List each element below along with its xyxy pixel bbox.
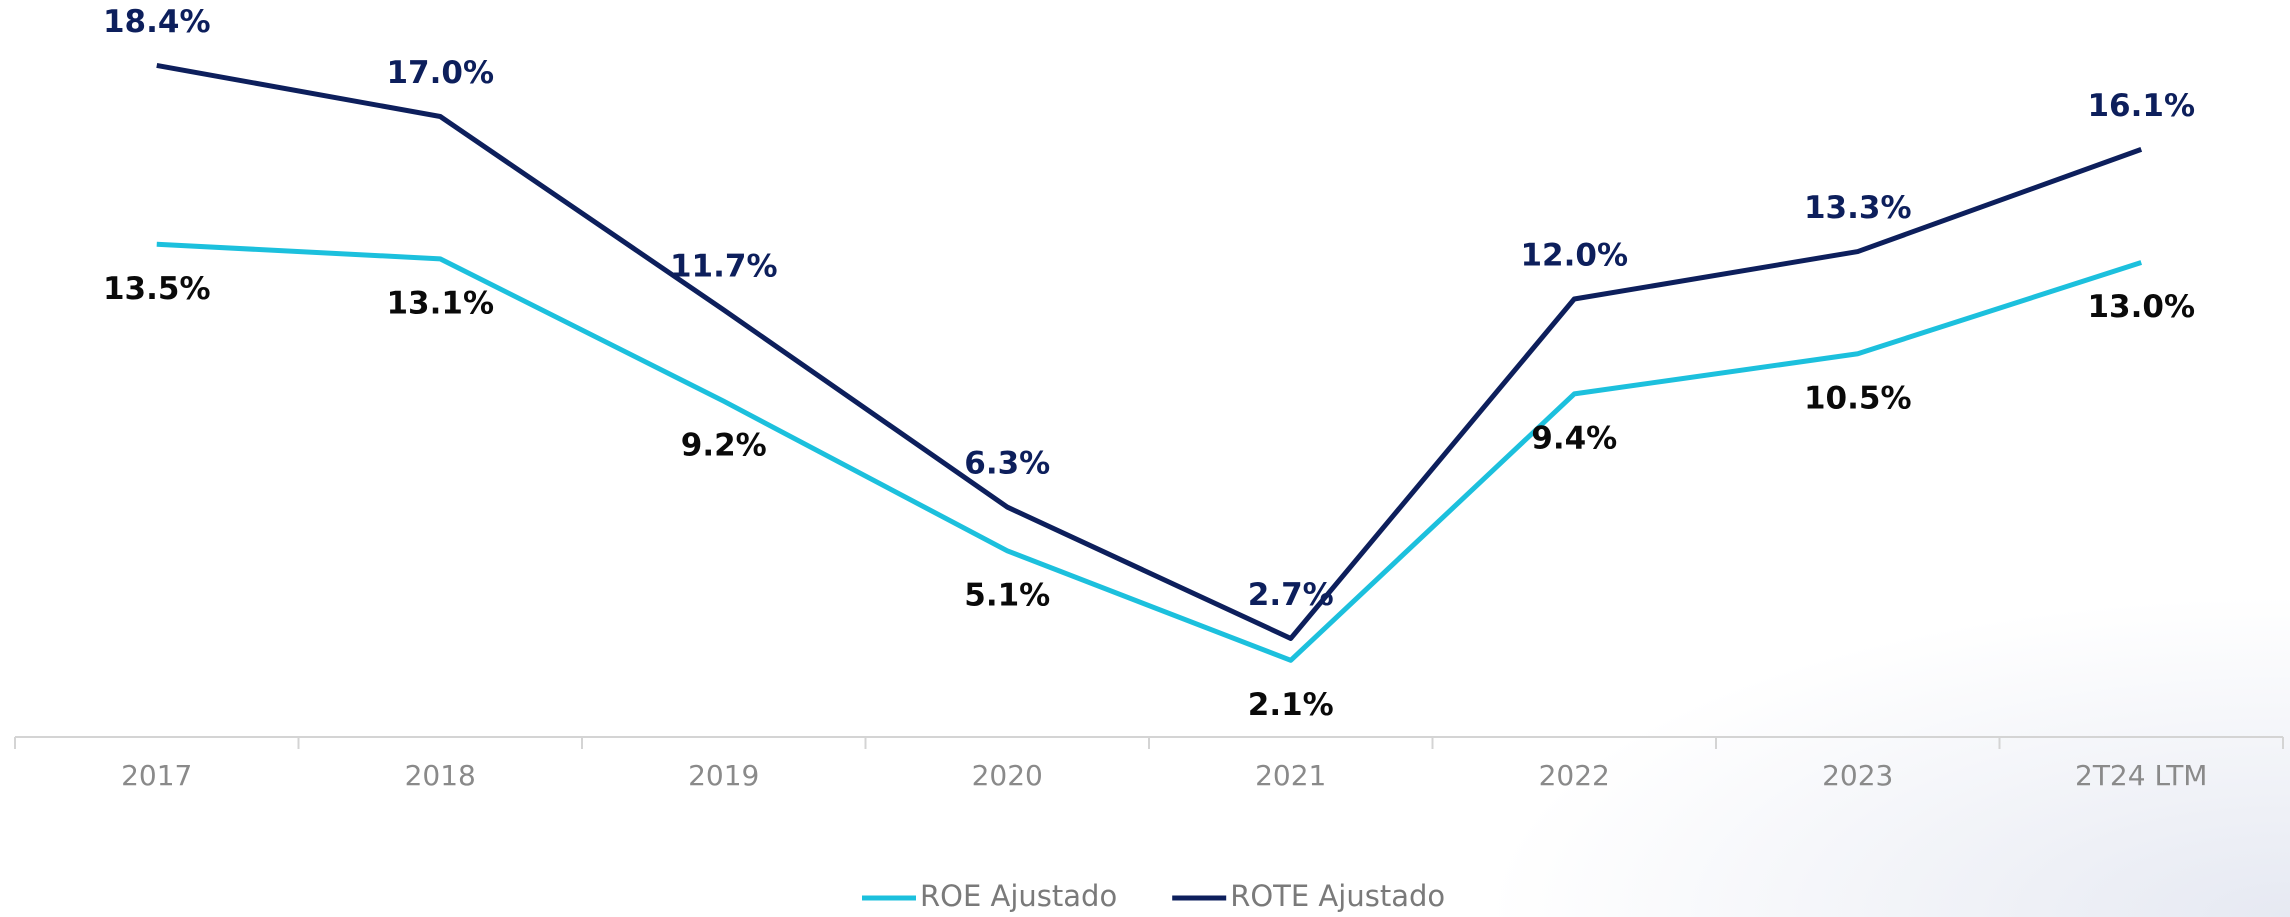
- legend-label: ROTE Ajustado: [1230, 879, 1445, 913]
- series-line: [156, 62, 2143, 641]
- data-label: 18.4%: [103, 4, 211, 40]
- data-label: 6.3%: [964, 446, 1050, 482]
- data-label: 9.2%: [681, 428, 767, 464]
- x-tick-label: 2017: [121, 759, 192, 792]
- data-label: 5.1%: [964, 577, 1050, 613]
- x-tick-label: 2022: [1539, 759, 1610, 792]
- data-label: 12.0%: [1520, 238, 1628, 274]
- x-tick-label: 2020: [972, 759, 1043, 792]
- series-line: [156, 241, 2143, 663]
- data-label: 13.1%: [386, 285, 494, 321]
- data-label: 13.0%: [2087, 289, 2195, 325]
- x-tick-label: 2019: [688, 759, 759, 792]
- x-tick-label: 2018: [405, 759, 476, 792]
- x-tick-label: 2021: [1255, 759, 1326, 792]
- data-label: 11.7%: [670, 248, 778, 284]
- data-label: 17.0%: [386, 55, 494, 91]
- x-tick-label: 2023: [1822, 759, 1893, 792]
- x-tick-label: 2T24 LTM: [2075, 759, 2207, 792]
- data-label: 2.1%: [1248, 687, 1334, 723]
- data-label: 13.5%: [103, 271, 211, 307]
- legend-label: ROE Ajustado: [920, 879, 1117, 913]
- data-label: 13.3%: [1804, 190, 1912, 226]
- data-label: 9.4%: [1531, 420, 1617, 456]
- data-label: 16.1%: [2087, 88, 2195, 124]
- data-label: 2.7%: [1248, 577, 1334, 613]
- data-label: 10.5%: [1804, 380, 1912, 416]
